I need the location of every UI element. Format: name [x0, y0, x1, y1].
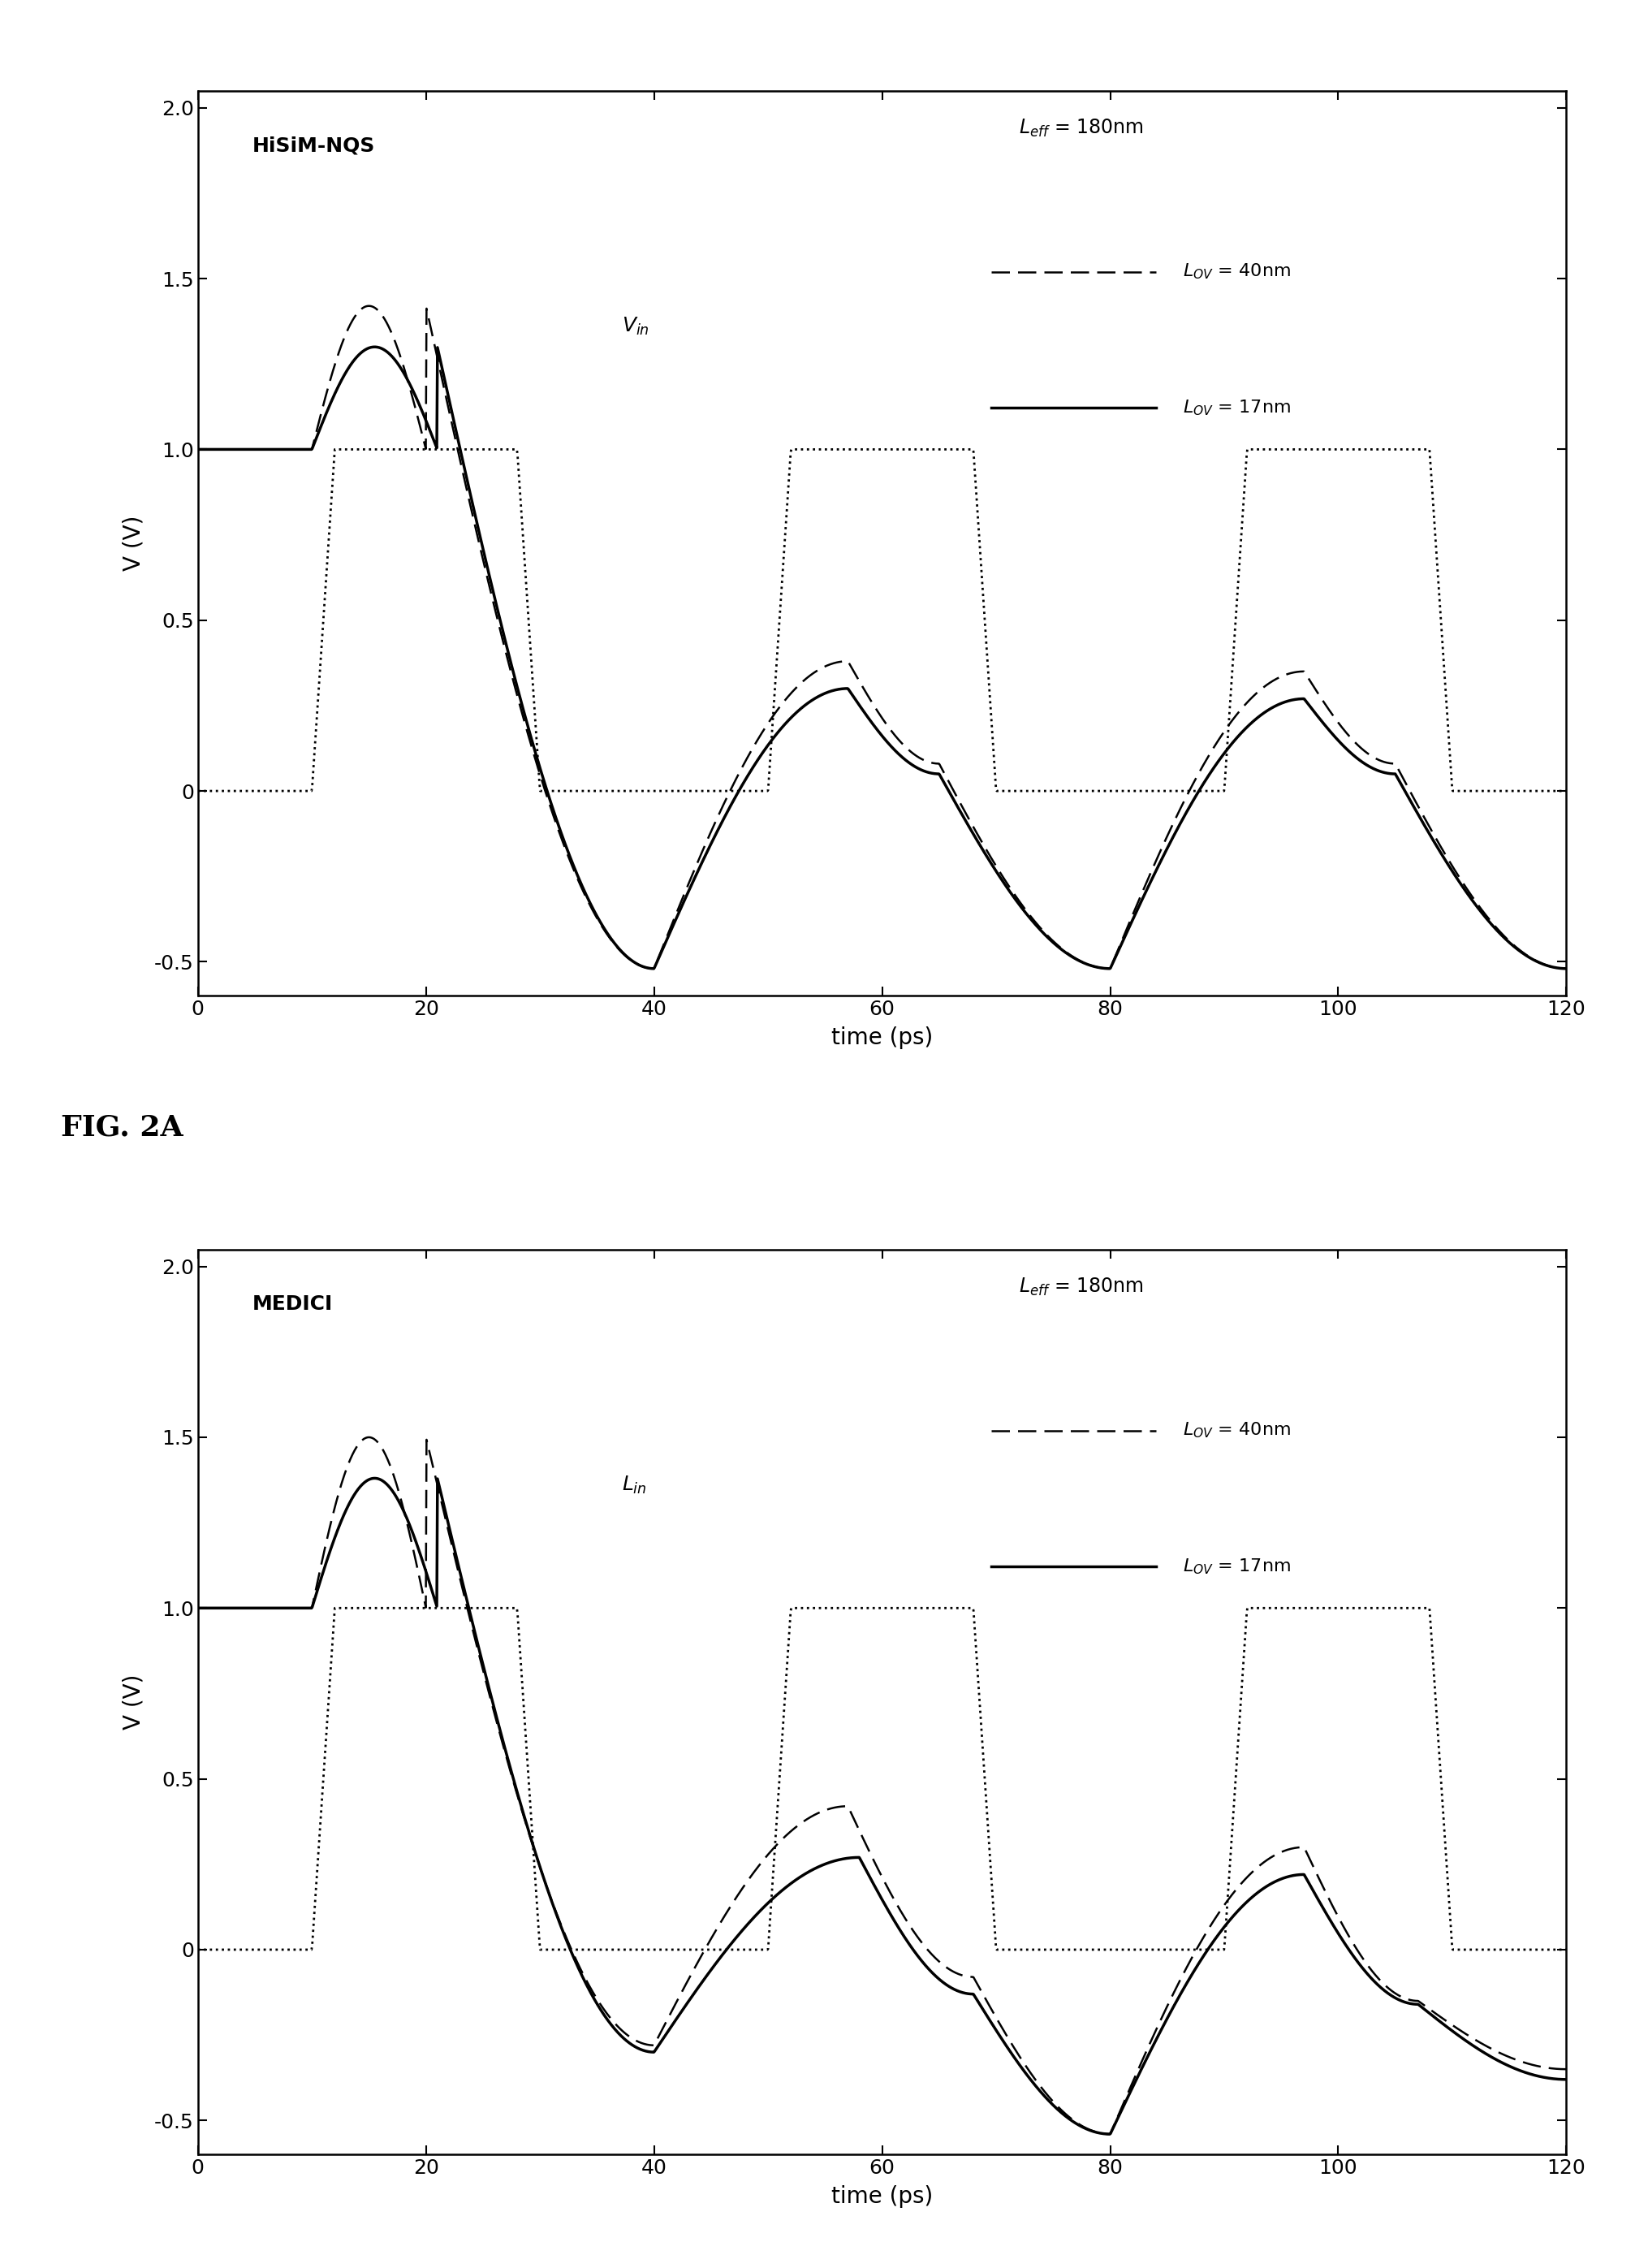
- Y-axis label: V (V): V (V): [122, 515, 145, 572]
- Text: $V_{in}$: $V_{in}$: [621, 315, 649, 336]
- Text: $L_{OV}$ = 17nm: $L_{OV}$ = 17nm: [1183, 1556, 1290, 1576]
- Y-axis label: V (V): V (V): [122, 1674, 145, 1730]
- Text: $L_{eff}$ = 180nm: $L_{eff}$ = 180nm: [1018, 1277, 1144, 1297]
- Text: $L_{in}$: $L_{in}$: [621, 1474, 646, 1495]
- Text: MEDICI: MEDICI: [252, 1295, 333, 1313]
- Text: $L_{OV}$ = 40nm: $L_{OV}$ = 40nm: [1183, 1420, 1290, 1440]
- Text: HiSiM-NQS: HiSiM-NQS: [252, 136, 376, 156]
- X-axis label: time (ps): time (ps): [831, 1025, 933, 1048]
- X-axis label: time (ps): time (ps): [831, 2184, 933, 2207]
- Text: FIG. 2A: FIG. 2A: [61, 1114, 183, 1141]
- Text: $L_{OV}$ = 17nm: $L_{OV}$ = 17nm: [1183, 397, 1290, 417]
- Text: $L_{OV}$ = 40nm: $L_{OV}$ = 40nm: [1183, 263, 1290, 281]
- Text: $L_{eff}$ = 180nm: $L_{eff}$ = 180nm: [1018, 118, 1144, 138]
